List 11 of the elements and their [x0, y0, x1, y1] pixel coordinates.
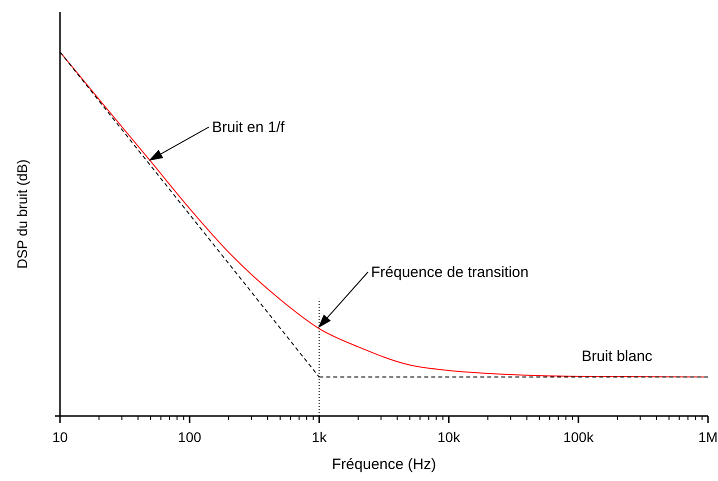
annotation: Bruit en 1/f [212, 119, 286, 136]
y-axis-title: DSP du bruit (dB) [14, 159, 30, 269]
x-tick-label: 100k [563, 429, 595, 445]
annotation: Fréquence de transition [371, 264, 529, 281]
x-tick-label: 100 [178, 429, 202, 445]
annotation: Bruit blanc [582, 348, 653, 365]
x-tick-label: 1M [698, 429, 718, 445]
x-axis-title: Fréquence (Hz) [332, 456, 436, 473]
x-tick-label: 1k [312, 429, 328, 445]
x-tick-label: 10 [52, 429, 68, 445]
x-tick-label: 10k [438, 429, 462, 445]
